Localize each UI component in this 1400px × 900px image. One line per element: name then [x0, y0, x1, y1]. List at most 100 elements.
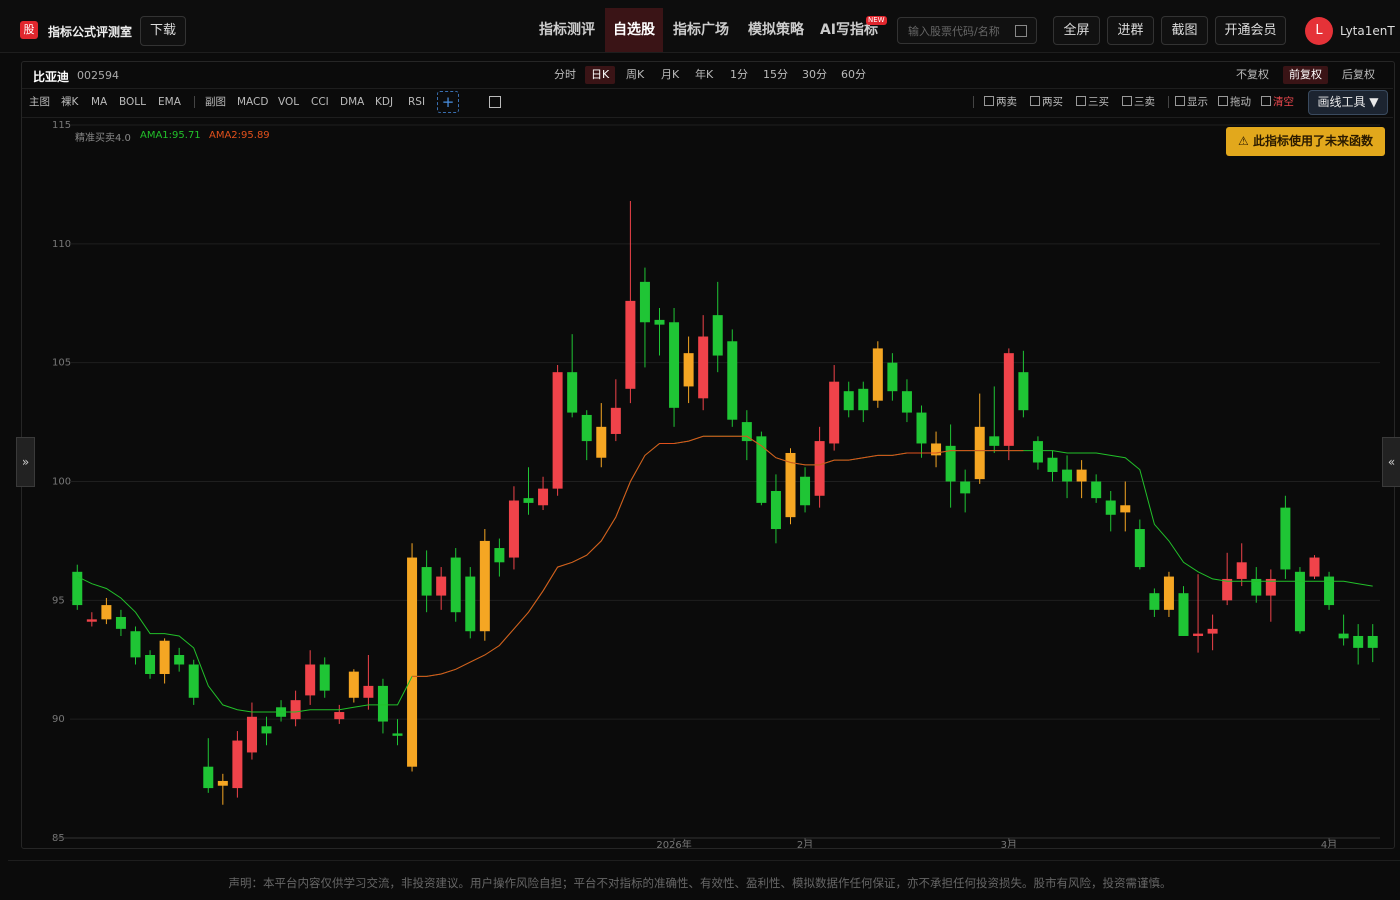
warning-badge[interactable]: ⚠ 此指标使用了未来函数	[1226, 127, 1385, 156]
toolbar-item[interactable]: RSI	[408, 96, 426, 108]
search-icon	[1015, 25, 1027, 37]
candle-body	[334, 712, 345, 720]
legend-entry: AMA1:95.71	[140, 130, 201, 141]
stock-code: 002594	[77, 69, 119, 82]
candle-body	[523, 498, 534, 503]
signal-toggle[interactable]: 三买	[1076, 95, 1109, 109]
candle-body	[188, 664, 199, 698]
toolbar-item[interactable]: BOLL	[119, 96, 146, 108]
left-drawer-tab[interactable]: »	[16, 437, 35, 487]
toolbar-icon[interactable]	[489, 96, 501, 108]
search-box[interactable]: 输入股票代码/名称	[897, 17, 1037, 44]
signal-toggle[interactable]: 两买	[1030, 95, 1063, 109]
candle-body	[581, 414, 592, 442]
candle-body	[1324, 576, 1335, 606]
x-tick-label: 2月	[797, 839, 813, 848]
period[interactable]: 周K	[626, 68, 645, 81]
toolbar-item[interactable]: CCI	[311, 96, 329, 108]
tool-toggle[interactable]: 清空	[1261, 95, 1294, 109]
tool-toggle[interactable]: 显示	[1175, 95, 1208, 109]
nav-item[interactable]: 指标广场	[673, 22, 729, 38]
nav-item[interactable]: 指标测评	[539, 22, 595, 38]
period[interactable]: 月K	[661, 68, 680, 81]
separator	[973, 96, 974, 108]
right-drawer-tab[interactable]: «	[1382, 437, 1400, 487]
download-button[interactable]: 下载	[140, 16, 186, 46]
candle-body	[785, 452, 796, 518]
candle-body	[698, 336, 709, 399]
footer-divider	[8, 860, 1400, 861]
candle-body	[1207, 628, 1218, 634]
candle-body	[610, 407, 621, 434]
legend-entry: AMA2:95.89	[209, 130, 270, 141]
candle-body	[1309, 557, 1320, 577]
header-button[interactable]: 开通会员	[1215, 16, 1286, 45]
toolbar-item[interactable]: MA	[91, 96, 108, 108]
candle-body	[829, 381, 840, 444]
candle-body	[931, 443, 942, 456]
candle-body	[756, 436, 767, 503]
period[interactable]: 30分	[802, 68, 827, 81]
period[interactable]: 分时	[554, 68, 576, 81]
toolbar-item[interactable]: EMA	[158, 96, 181, 108]
nav-item[interactable]: 模拟策略	[748, 22, 804, 38]
header-button[interactable]: 全屏	[1053, 16, 1100, 45]
toolbar-item[interactable]: MACD	[237, 96, 269, 108]
nav-item[interactable]: AI写指标	[819, 22, 879, 38]
candle-body	[901, 391, 912, 413]
y-tick-label: 100	[52, 477, 71, 488]
candle-body	[683, 353, 694, 387]
candle-body	[305, 664, 316, 696]
candle-body	[596, 426, 607, 458]
candle-body	[814, 441, 825, 496]
draw-tools-button[interactable]: 画线工具 ▼	[1308, 90, 1388, 115]
period[interactable]: 年K	[695, 68, 714, 81]
header-button[interactable]: 进群	[1107, 16, 1154, 45]
y-tick-label: 115	[52, 120, 71, 131]
candle-body	[450, 557, 461, 613]
period[interactable]: 15分	[763, 68, 788, 81]
logo[interactable]: 股	[20, 21, 38, 39]
avatar[interactable]: L	[1305, 17, 1333, 45]
toolbar-label: 副图	[205, 96, 226, 108]
candle-body	[654, 319, 665, 325]
adjust-option[interactable]: 不复权	[1236, 68, 1269, 81]
candle-body	[1062, 469, 1073, 482]
period[interactable]: 60分	[841, 68, 866, 81]
candle-body	[916, 412, 927, 444]
toolbar-item[interactable]: DMA	[340, 96, 365, 108]
candle-body	[261, 726, 272, 734]
candle-body	[1236, 562, 1247, 579]
y-tick-label: 105	[52, 358, 71, 369]
search-placeholder: 输入股票代码/名称	[908, 25, 1000, 38]
add-indicator-button[interactable]: +	[437, 91, 459, 113]
candle-body	[741, 422, 752, 442]
candle-body	[363, 685, 374, 698]
toolbar-item[interactable]: 裸K	[61, 96, 79, 108]
nav-item[interactable]: 自选股	[605, 8, 663, 52]
tool-toggle[interactable]: 拖动	[1218, 95, 1251, 109]
candle-body	[407, 557, 418, 767]
candle-body	[945, 445, 956, 482]
candle-body	[494, 548, 505, 563]
candle-body	[1265, 578, 1276, 596]
toolbar-item[interactable]: KDJ	[375, 96, 394, 108]
indicator-name: 精准买卖4.0	[75, 133, 131, 144]
candle-body	[174, 654, 185, 665]
signal-toggle[interactable]: 两卖	[984, 95, 1017, 109]
period[interactable]: 日K	[585, 66, 616, 84]
candle-body	[872, 348, 883, 401]
candle-body	[436, 576, 447, 596]
candle-body	[1222, 578, 1233, 601]
period[interactable]: 1分	[730, 68, 748, 81]
adjust-option[interactable]: 后复权	[1342, 68, 1375, 81]
header-button[interactable]: 截图	[1161, 16, 1208, 45]
candle-body	[1251, 578, 1262, 596]
adjust-option[interactable]: 前复权	[1283, 66, 1328, 84]
username[interactable]: Lyta1enT	[1340, 24, 1395, 38]
candle-body	[538, 488, 549, 506]
toolbar-item[interactable]: VOL	[278, 96, 300, 108]
candle-body	[1163, 576, 1174, 610]
signal-toggle[interactable]: 三卖	[1122, 95, 1155, 109]
